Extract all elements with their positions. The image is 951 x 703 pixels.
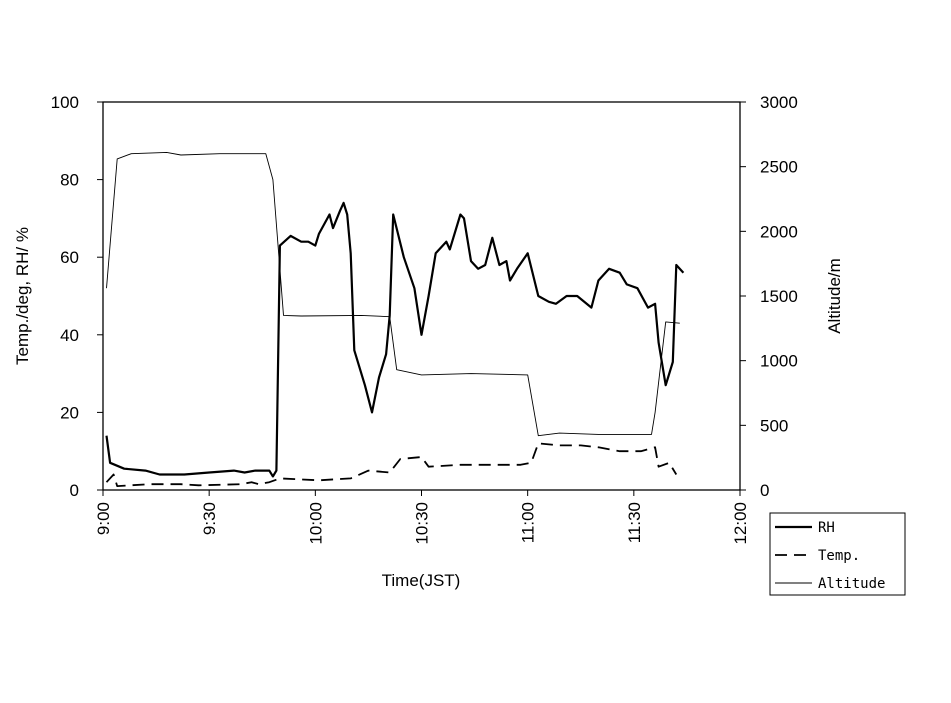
y2-tick-label: 1000: [760, 352, 798, 371]
y2-tick-label: 500: [760, 416, 788, 435]
plot-frame: [102, 101, 741, 491]
y-tick-label: 40: [60, 326, 79, 345]
x-tick-label: 10:00: [306, 502, 325, 545]
series-line: [106, 151, 680, 437]
legend-label: Temp.: [818, 548, 860, 564]
y2-axis-title: Altitude/m: [825, 258, 844, 334]
x-axis-title: Time(JST): [382, 571, 461, 590]
legend-label: RH: [818, 520, 835, 536]
y2-tick-label: 3000: [760, 93, 798, 112]
series-line: [105, 201, 685, 478]
x-tick-label: 11:30: [625, 502, 644, 543]
y2-tick-label: 1500: [760, 287, 798, 306]
y-tick-label: 80: [60, 171, 79, 190]
y-tick-label: 100: [51, 93, 79, 112]
x-tick-label: 11:00: [519, 502, 538, 543]
y2-tick-label: 2500: [760, 158, 798, 177]
y2-tick-label: 2000: [760, 222, 798, 241]
x-tick-label: 9:00: [94, 502, 113, 535]
x-tick-label: 10:30: [413, 502, 432, 545]
y2-tick-label: 0: [760, 481, 769, 500]
legend-label: Altitude: [818, 576, 885, 592]
x-tick-label: 12:00: [731, 502, 750, 545]
y-tick-label: 20: [60, 403, 79, 422]
y-tick-label: 0: [70, 481, 79, 500]
series-line: [105, 442, 678, 487]
y-axis-title: Temp./deg, RH/ %: [13, 227, 32, 365]
x-tick-label: 9:30: [200, 502, 219, 535]
y-tick-label: 60: [60, 248, 79, 267]
